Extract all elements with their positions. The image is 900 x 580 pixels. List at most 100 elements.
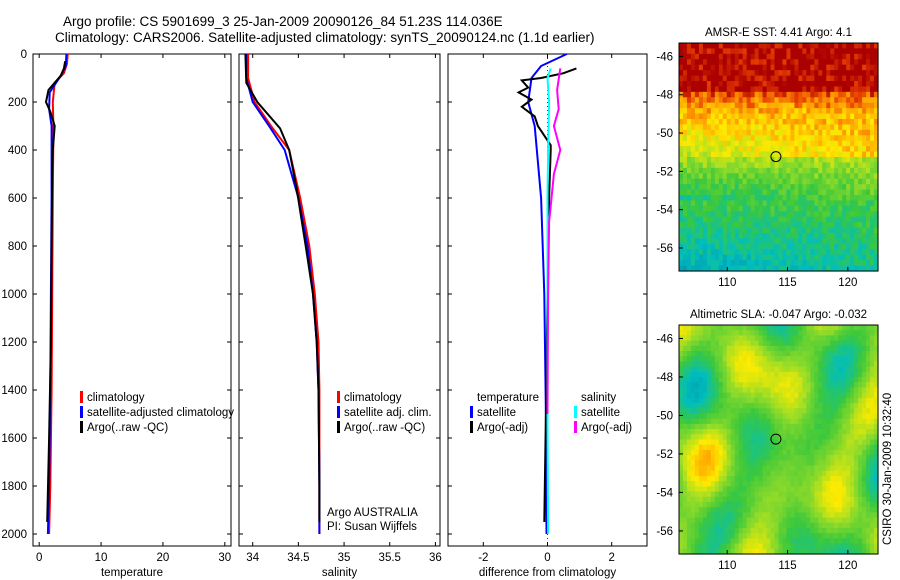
heatmap-cell [686, 543, 692, 550]
heatmap-cell [758, 465, 764, 472]
heatmap-cell [686, 59, 692, 66]
heatmap-cell [754, 108, 760, 115]
heatmap-cell [742, 512, 748, 519]
heatmap-cell [758, 124, 764, 131]
heatmap-cell [734, 527, 740, 534]
heatmap-cell [838, 538, 843, 545]
heatmap-cell [702, 53, 708, 60]
heatmap-cell [822, 81, 827, 88]
heatmap-cell [754, 538, 760, 545]
heatmap-cell [802, 97, 807, 104]
heatmap-cell [814, 184, 819, 191]
heatmap-cell [766, 377, 772, 383]
heatmap-cell [846, 129, 851, 136]
heatmap-cell [690, 351, 696, 357]
heatmap-cell [754, 408, 760, 415]
heatmap-cell [766, 243, 772, 250]
heatmap-cell [806, 377, 811, 383]
heatmap-cell [714, 507, 720, 513]
heatmap-cell [786, 465, 792, 472]
heatmap-cell [734, 59, 740, 66]
heatmap-cell [842, 481, 847, 487]
heatmap-cell [846, 64, 851, 71]
heatmap-cell [866, 501, 871, 508]
heatmap-cell [682, 403, 688, 409]
heatmap-cell [734, 403, 740, 409]
heatmap-cell [846, 455, 851, 461]
heatmap-cell [862, 397, 867, 404]
heatmap-cell [782, 543, 788, 550]
heatmap-cell [862, 238, 867, 245]
heatmap-cell [754, 522, 760, 529]
heatmap-cell [714, 222, 720, 229]
heatmap-cell [706, 157, 712, 164]
heatmap-cell [822, 481, 827, 487]
heatmap-cell [734, 243, 740, 250]
heatmap-cell [814, 178, 819, 185]
heatmap-cell [762, 102, 768, 109]
heatmap-cell [710, 97, 716, 104]
heatmap-cell [738, 387, 744, 394]
heatmap-cell [702, 527, 708, 534]
heatmap-cell [778, 43, 784, 50]
heatmap-cell [818, 178, 823, 185]
x-axis-label: salinity [322, 567, 357, 579]
heatmap-cell [842, 345, 847, 352]
heatmap-cell [826, 86, 831, 93]
heatmap-cell [742, 517, 748, 524]
heatmap-cell [690, 64, 696, 71]
heatmap-cell [818, 444, 823, 451]
heatmap-cell [798, 543, 803, 550]
heatmap-cell [834, 340, 839, 347]
heatmap-cell [826, 465, 831, 472]
heatmap-cell [770, 86, 776, 93]
heatmap-cell [846, 238, 851, 245]
heatmap-cell [738, 157, 744, 164]
heatmap-cell [770, 527, 776, 534]
heatmap-cell [850, 507, 855, 513]
heatmap-cell [790, 460, 796, 467]
heatmap-cell [802, 325, 807, 331]
heatmap-cell [730, 340, 736, 347]
heatmap-cell [846, 366, 851, 373]
heatmap-cell [870, 475, 875, 482]
heatmap-cell [694, 140, 700, 147]
heatmap-cell [854, 382, 859, 389]
heatmap-cell [690, 222, 696, 229]
heatmap-cell [766, 512, 772, 519]
heatmap-cell [702, 48, 708, 55]
heatmap-cell [858, 371, 863, 378]
heatmap-cell [774, 200, 780, 207]
heatmap-cell [790, 91, 796, 98]
heatmap-cell [850, 470, 855, 477]
heatmap-cell [746, 470, 752, 477]
heatmap-cell [806, 167, 811, 174]
heatmap-cell [682, 377, 688, 383]
heatmap-cell [854, 418, 859, 425]
y-tick-label: 800 [8, 241, 27, 253]
heatmap-cell [850, 361, 855, 368]
heatmap-cell [730, 184, 736, 191]
heatmap-cell [774, 496, 780, 503]
heatmap-cell [766, 527, 772, 534]
heatmap-cell [690, 538, 696, 545]
heatmap-cell [714, 113, 720, 120]
heatmap-cell [770, 408, 776, 415]
heatmap-cell [738, 496, 744, 503]
heatmap-cell [790, 382, 796, 389]
heatmap-cell [826, 397, 831, 404]
heatmap-cell [679, 249, 684, 256]
heatmap-cell [730, 408, 736, 415]
heatmap-cell [718, 140, 724, 147]
heatmap-cell [762, 113, 768, 120]
heatmap-cell [690, 449, 696, 456]
heatmap-cell [770, 444, 776, 451]
heatmap-cell [858, 211, 863, 218]
heatmap-cell [682, 507, 688, 513]
heatmap-cell [802, 491, 807, 498]
heatmap-cell [838, 548, 843, 555]
heatmap-cell [786, 496, 792, 503]
heatmap-cell [714, 48, 720, 55]
heatmap-cell [750, 146, 756, 153]
heatmap-cell [798, 59, 803, 66]
